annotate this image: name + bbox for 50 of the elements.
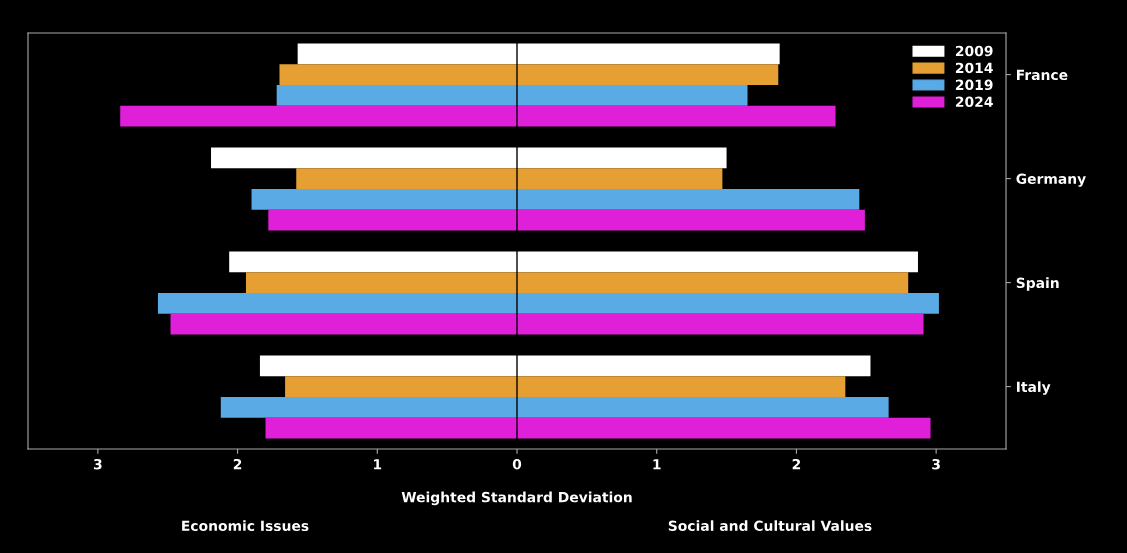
bar (517, 293, 939, 314)
y-tick-label: France (1017, 69, 1068, 81)
x-tick-label: 2 (792, 458, 801, 470)
x-tick-label: 3 (93, 458, 102, 470)
bar (517, 147, 727, 169)
bar (245, 272, 517, 293)
bar (276, 85, 517, 106)
bar (517, 251, 918, 273)
bar (157, 293, 517, 314)
y-tick-label: Germany (1016, 173, 1086, 187)
text: Social and Cultural Values (668, 520, 872, 532)
bar (285, 376, 517, 397)
legend-label: 2014 (955, 62, 993, 74)
x-tick-label: 3 (932, 458, 940, 470)
y-tick-label: Spain (1016, 277, 1059, 291)
bar (517, 355, 871, 377)
bar (259, 355, 517, 377)
bar (268, 209, 517, 231)
text: Economic Issues (182, 520, 309, 532)
bar (517, 64, 779, 85)
bar (517, 376, 846, 397)
bar (297, 43, 517, 65)
bar (517, 189, 860, 210)
x-tick-label: 1 (653, 459, 661, 470)
y-tick-label: Italy (1017, 381, 1051, 395)
bar (296, 168, 517, 189)
bar (517, 85, 748, 106)
bar (120, 105, 517, 127)
bar (279, 64, 517, 85)
bar (220, 397, 517, 418)
x-tick-label: 0 (512, 458, 522, 470)
bar (517, 43, 780, 65)
x-axis-title: Weighted Standard Deviation (401, 491, 632, 506)
bar (265, 417, 517, 439)
bar (517, 168, 723, 189)
legend-label: 2019 (955, 79, 993, 91)
legend-label: 2009 (955, 45, 993, 57)
x-tick-label: 2 (233, 458, 242, 470)
bar (517, 209, 865, 231)
legend-label: 2024 (955, 96, 993, 107)
bar (517, 417, 931, 439)
bar (517, 105, 836, 127)
bar (229, 251, 517, 273)
bar (517, 397, 889, 418)
bar (170, 313, 517, 335)
bar (211, 147, 517, 169)
x-tick-label: 1 (374, 459, 382, 470)
bar (517, 313, 924, 335)
bar (251, 189, 517, 210)
bar (517, 272, 909, 293)
